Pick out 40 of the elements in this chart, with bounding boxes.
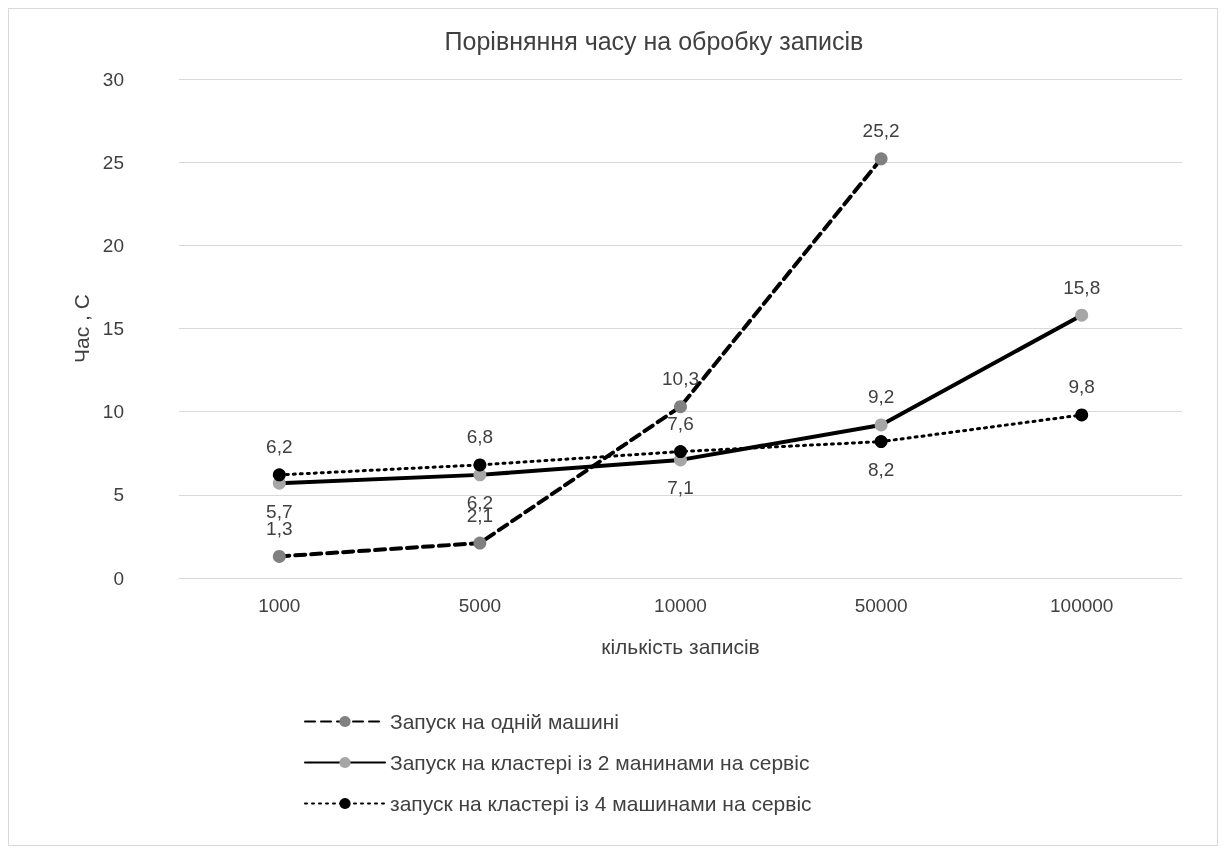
y-tick-label: 5: [113, 484, 124, 506]
data-label: 15,8: [1063, 276, 1101, 298]
y-tick-label: 20: [102, 234, 124, 256]
data-label: 25,2: [862, 120, 900, 142]
x-tick-label: 100000: [1050, 595, 1114, 616]
x-tick-label: 10000: [654, 595, 707, 616]
data-label: 6,2: [266, 436, 293, 458]
y-tick-label: 30: [102, 68, 124, 90]
data-label: 8,2: [867, 459, 895, 481]
x-tick-label: 5000: [458, 595, 502, 616]
x-tick-label: 1000: [258, 595, 301, 616]
point: [473, 536, 487, 550]
point: [674, 445, 687, 459]
point: [473, 458, 487, 472]
data-label: 7,1: [667, 477, 694, 499]
data-label: 9,2: [867, 386, 895, 408]
point: [874, 152, 888, 166]
legend-label: запуск на кластері із 4 машинами на сервіс: [390, 792, 812, 815]
data-label: 10,3: [662, 368, 699, 390]
point: [874, 418, 888, 432]
point: [674, 400, 687, 414]
point: [1075, 408, 1089, 422]
data-label: 7,6: [667, 413, 694, 435]
data-label: 5,7: [266, 500, 293, 522]
y-tick-label: 10: [102, 401, 124, 423]
y-tick-label: 0: [113, 567, 124, 589]
chart-title: Порівняння часу на обробку записів: [444, 26, 864, 55]
point: [272, 468, 286, 482]
legend-label: Запуск на кластері із 2 манинами на сервіс: [390, 751, 810, 774]
point: [272, 549, 286, 563]
legend-label: Запуск на одній машині: [390, 710, 619, 733]
point: [1075, 308, 1089, 322]
x-tick-label: 50000: [854, 595, 908, 616]
y-tick-label: 15: [102, 318, 124, 339]
y-axis-title: Час , С: [69, 294, 93, 363]
x-axis-title: кількість записів: [601, 635, 760, 658]
y-tick-label: 25: [102, 151, 124, 173]
data-label: 6,8: [466, 426, 494, 448]
data-label: 9,8: [1068, 376, 1095, 398]
point: [874, 435, 888, 449]
